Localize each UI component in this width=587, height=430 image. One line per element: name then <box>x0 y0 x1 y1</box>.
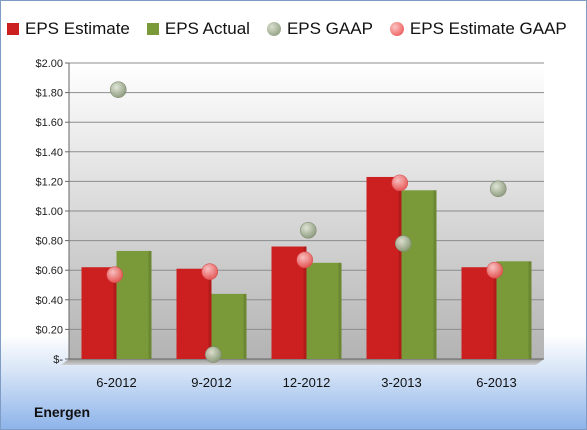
y-tick-label: $1.40 <box>35 147 63 159</box>
point-eps-estimate-gaap <box>486 261 504 279</box>
plot-floor <box>61 359 544 365</box>
bar-shade <box>303 246 307 359</box>
bar-shade <box>148 250 152 359</box>
x-tick-label: 6-2012 <box>96 375 136 390</box>
legend-label-eps-actual: EPS Actual <box>164 19 250 38</box>
y-tick-label: $0.60 <box>35 265 63 277</box>
point-eps-estimate-gaap <box>201 263 219 280</box>
bar-eps-estimate <box>366 176 402 359</box>
point-eps-estimate-gaap <box>106 266 124 283</box>
point-eps-estimate-gaap <box>296 251 314 269</box>
legend-swatch-eps-actual <box>146 23 159 35</box>
y-tick-label: $1.00 <box>35 206 63 218</box>
point-eps-gaap <box>109 81 127 98</box>
legend-label-eps-estimate: EPS Estimate <box>25 19 130 38</box>
x-tick-label: 6-2013 <box>476 375 516 390</box>
x-tick-label: 9-2012 <box>191 375 231 390</box>
legend-swatch-eps-estimate <box>7 23 19 35</box>
y-tick-label: $0.40 <box>35 295 63 307</box>
x-tick-label: 12-2012 <box>283 375 331 390</box>
bar-eps-estimate <box>176 268 212 359</box>
point-eps-gaap <box>204 346 222 363</box>
legend-item-eps-estimate: EPS Estimate <box>7 19 130 39</box>
point-eps-gaap <box>489 180 507 198</box>
y-tick-label: $0.20 <box>35 324 63 336</box>
bar-eps-estimate <box>461 267 497 359</box>
point-eps-gaap <box>394 235 412 252</box>
bar-shade <box>338 262 342 359</box>
bar-eps-actual <box>401 190 437 359</box>
company-label: Energen <box>34 404 91 420</box>
legend-item-eps-actual: EPS Actual <box>146 19 250 39</box>
bar-shade <box>398 176 402 359</box>
y-tick-label: $1.60 <box>35 117 63 129</box>
legend-swatch-eps-gaap <box>266 22 281 36</box>
bar-eps-actual <box>496 261 532 359</box>
y-tick-label: $- <box>53 354 63 366</box>
legend-item-eps-gaap: EPS GAAP <box>266 19 373 39</box>
y-tick-label: $2.00 <box>35 58 63 70</box>
y-tick-label: $1.80 <box>35 88 63 100</box>
x-tick-label: 3-2013 <box>381 375 421 390</box>
bar-eps-actual <box>116 250 152 359</box>
chart-legend: EPS Estimate EPS Actual EPS GAAP EPS Est… <box>7 19 584 39</box>
bar-eps-actual <box>306 262 342 359</box>
legend-label-eps-gaap: EPS GAAP <box>286 19 373 38</box>
bar-shade <box>493 267 497 359</box>
y-tick-label: $0.80 <box>35 236 63 248</box>
point-eps-estimate-gaap <box>391 174 409 192</box>
bar-shade <box>113 267 117 359</box>
bar-shade <box>208 268 212 359</box>
bar-shade <box>528 261 532 359</box>
bar-shade <box>243 293 247 359</box>
legend-label-eps-estimate-gaap: EPS Estimate GAAP <box>409 19 567 38</box>
legend-item-eps-estimate-gaap: EPS Estimate GAAP <box>389 19 567 39</box>
bar-eps-estimate <box>81 267 117 359</box>
y-tick-label: $1.20 <box>35 176 63 188</box>
point-eps-gaap <box>299 221 317 239</box>
legend-swatch-eps-estimate-gaap <box>389 22 404 36</box>
bar-shade <box>433 190 437 359</box>
